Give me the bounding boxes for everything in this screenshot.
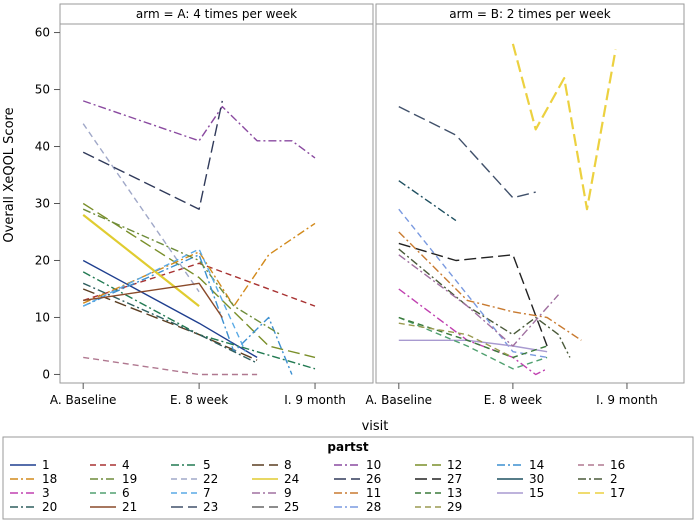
y-tick-label: 30	[35, 197, 50, 211]
series-line-27	[398, 242, 548, 347]
panel-a-plot-frame	[59, 23, 374, 384]
legend-label-22: 22	[203, 472, 218, 486]
series-line-24	[82, 214, 200, 307]
legend-label-30: 30	[529, 472, 544, 486]
x-tick-label: E. 8 week	[170, 393, 228, 407]
y-tick-label: 40	[35, 140, 50, 154]
series-line-19	[82, 208, 281, 336]
legend-label-17: 17	[610, 486, 625, 500]
series-line-5	[82, 271, 316, 370]
y-axis: 0 10 20 30 40 50 60	[35, 26, 60, 381]
series-line-11	[398, 231, 582, 341]
series-line-22	[82, 123, 200, 293]
legend-label-9: 9	[284, 486, 292, 500]
panel-a-title: arm = A: 4 times per week	[136, 7, 297, 21]
legend-label-26: 26	[366, 472, 381, 486]
x-tick-label: A. Baseline	[366, 393, 433, 407]
x-tick-label: A. Baseline	[50, 393, 117, 407]
series-line-6	[398, 316, 548, 370]
legend-label-16: 16	[610, 458, 625, 472]
legend-label-5: 5	[203, 458, 211, 472]
legend-label-13: 13	[447, 486, 462, 500]
legend-label-27: 27	[447, 472, 462, 486]
legend-title: partst	[327, 440, 368, 454]
y-axis-label: Overall XeQOL Score	[2, 107, 17, 242]
legend-label-15: 15	[529, 486, 544, 500]
y-tick-label: 0	[42, 367, 50, 381]
legend-label-21: 21	[122, 500, 137, 514]
series-line-17	[511, 43, 617, 211]
legend-label-2: 2	[610, 472, 618, 486]
y-tick-label: 60	[35, 26, 50, 40]
series-line-18	[82, 222, 316, 307]
legend-label-11: 11	[366, 486, 381, 500]
series-line-8	[82, 288, 258, 361]
series-line-26	[82, 100, 223, 210]
y-tick-label: 50	[35, 83, 50, 97]
legend-label-3: 3	[42, 486, 50, 500]
series-line-4	[82, 262, 316, 307]
legend-label-4: 4	[122, 458, 130, 472]
series-line-12	[82, 202, 316, 359]
panel-b-title: arm = B: 2 times per week	[449, 7, 610, 21]
legend-label-20: 20	[42, 500, 57, 514]
x-tick-label: E. 8 week	[484, 393, 542, 407]
legend-label-6: 6	[122, 486, 130, 500]
series-line-10	[82, 100, 316, 159]
series-line-14	[82, 254, 293, 375]
legend-label-25: 25	[284, 500, 299, 514]
legend-label-19: 19	[122, 472, 137, 486]
panel-b: arm = B: 2 times per week	[375, 3, 685, 384]
x-axis-panel-a: A. Baseline E. 8 week I. 9 month	[50, 383, 346, 407]
series-line-28	[398, 208, 548, 359]
legend-label-12: 12	[447, 458, 462, 472]
legend-label-18: 18	[42, 472, 57, 486]
x-axis-label: visit	[362, 419, 389, 434]
y-tick-label: 20	[35, 253, 50, 267]
legend-frame	[2, 436, 694, 520]
series-line-23	[398, 105, 536, 199]
series-line-29	[398, 322, 514, 359]
series-line-30	[398, 180, 457, 222]
series-line-9	[398, 254, 560, 347]
series-line-16	[83, 356, 258, 376]
legend-label-1: 1	[42, 458, 50, 472]
x-tick-label: I. 9 month	[284, 393, 346, 407]
y-tick-label: 10	[35, 310, 50, 324]
panel-b-plot-frame	[375, 23, 685, 384]
panel-a: arm = A: 4 times per week	[59, 3, 374, 384]
series-line-15	[398, 339, 548, 353]
legend-label-10: 10	[366, 458, 381, 472]
legend-label-7: 7	[203, 486, 211, 500]
x-axis-panel-b: A. Baseline E. 8 week I. 9 month	[366, 383, 658, 407]
legend-label-8: 8	[284, 458, 292, 472]
legend-label-14: 14	[529, 458, 544, 472]
panel-b-series-lines	[398, 43, 617, 376]
legend-label-28: 28	[366, 500, 381, 514]
x-tick-label: I. 9 month	[596, 393, 658, 407]
series-line-21	[83, 282, 223, 318]
legend-label-23: 23	[203, 500, 218, 514]
legend-label-29: 29	[447, 500, 462, 514]
panel-a-series-lines	[82, 100, 316, 376]
legend-label-24: 24	[284, 472, 299, 486]
series-line-7	[82, 248, 247, 352]
series-line-2	[398, 248, 571, 358]
